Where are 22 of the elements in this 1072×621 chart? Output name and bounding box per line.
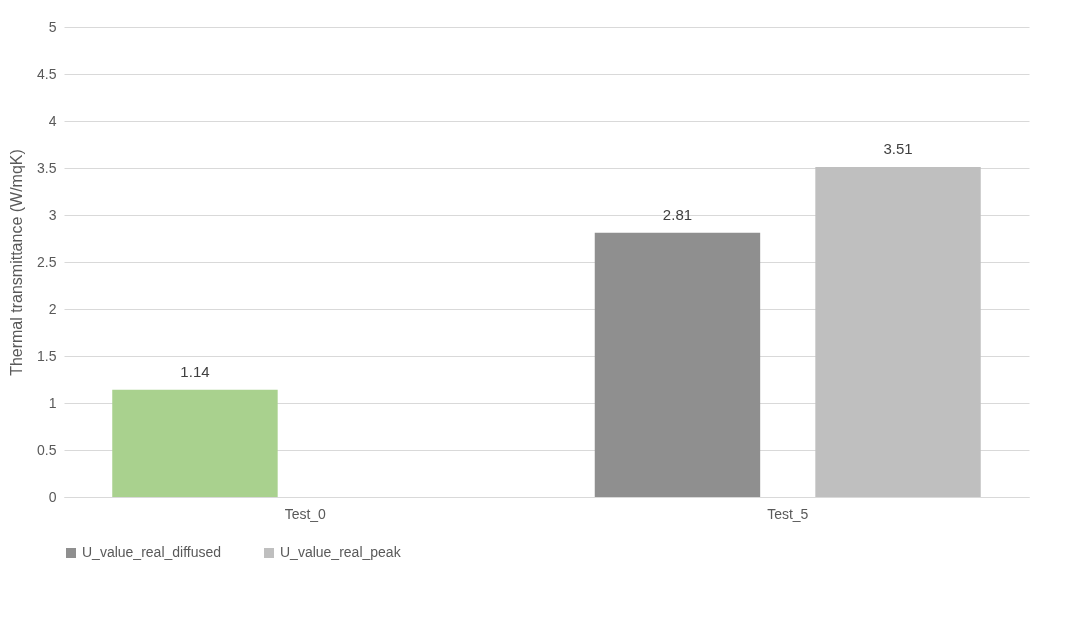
- bar: [815, 167, 981, 497]
- y-tick-label: 4: [48, 112, 57, 129]
- y-tick-label: 0.5: [37, 441, 57, 458]
- y-tick-label: 2.5: [37, 253, 57, 270]
- legend-label: U_value_real_peak: [280, 544, 402, 560]
- data-label: 3.51: [883, 140, 913, 158]
- data-label: 2.81: [662, 205, 693, 223]
- y-tick-label: 5: [48, 18, 57, 35]
- y-tick-label: 1: [48, 394, 57, 411]
- x-tick-label: Test_5: [767, 505, 809, 522]
- y-tick-label: 2: [48, 300, 57, 317]
- bar: [594, 232, 761, 497]
- legend-label: U_value_real_diffused: [82, 544, 222, 560]
- y-tick-label: 3: [48, 206, 57, 223]
- y-tick-label: 0: [48, 488, 57, 505]
- y-tick-label: 4.5: [37, 65, 57, 82]
- bar: [112, 389, 278, 497]
- x-tick-label: Test_0: [284, 505, 327, 522]
- data-label: 1.14: [180, 362, 210, 380]
- y-tick-label: 1.5: [37, 347, 57, 364]
- y-tick-label: 3.5: [37, 159, 57, 176]
- y-axis-title: Thermal transmittance (W/mqK): [8, 149, 26, 376]
